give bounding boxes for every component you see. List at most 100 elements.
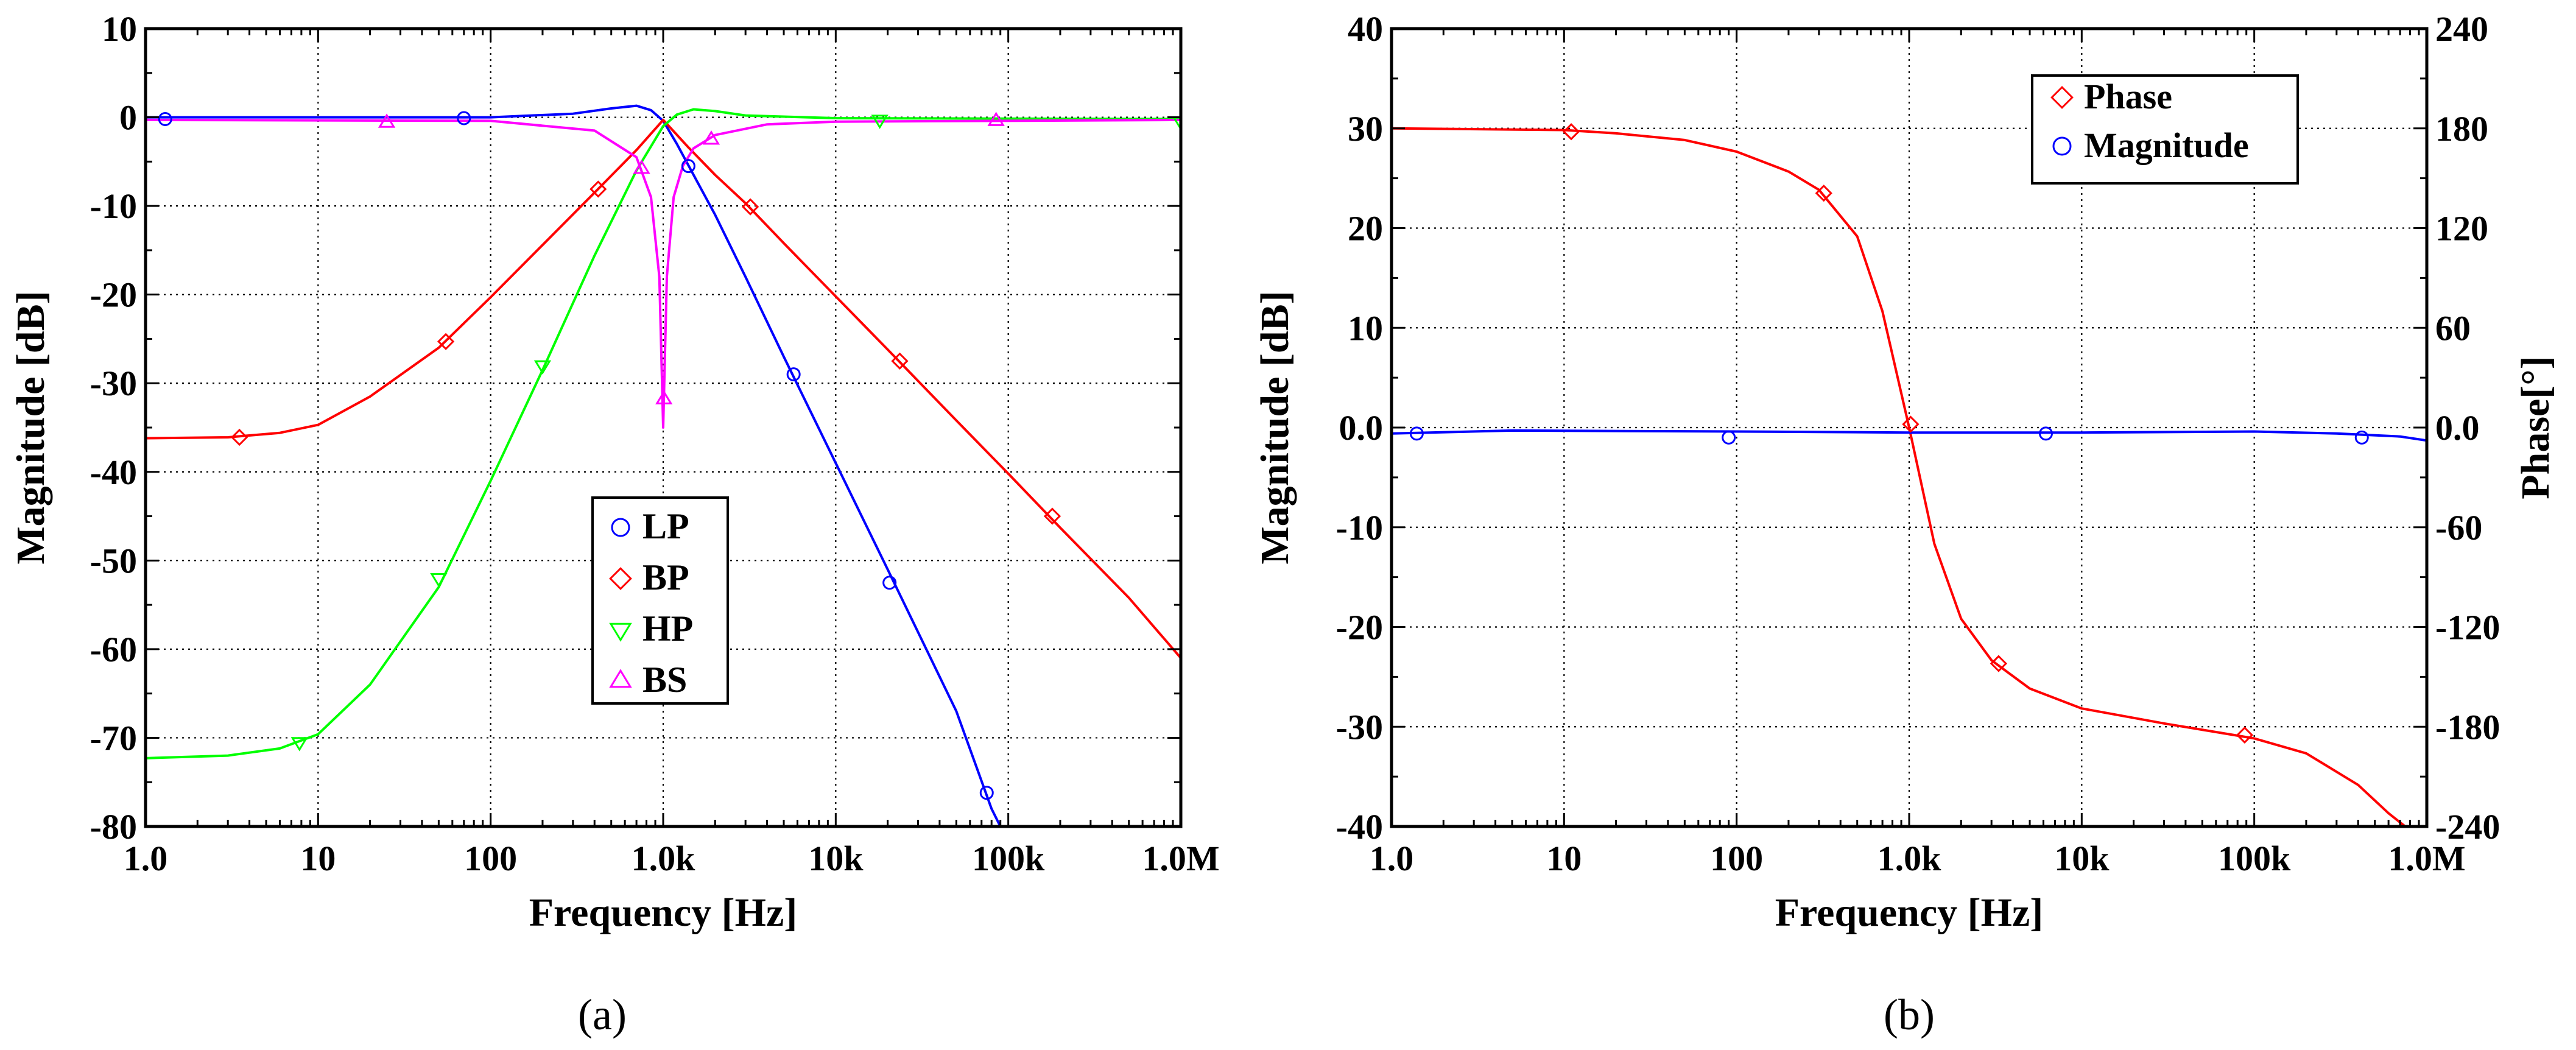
- chart-a-legend-bs-marker: [609, 669, 632, 688]
- chart-a-series-hp-marker: [430, 573, 448, 588]
- chart-a-x-tick-label: 10: [300, 839, 336, 878]
- chart-b-series-phase-marker: [1990, 655, 2008, 672]
- chart-b-series-phase-line: [1392, 127, 2406, 826]
- chart-a-legend-bp-label: BP: [642, 557, 689, 597]
- chart-b-legend-phase-label: Phase: [2084, 77, 2172, 116]
- chart-a-series-bs-marker: [655, 390, 673, 404]
- chart-a-series-lp-marker: [457, 111, 471, 125]
- chart-b-x-tick-label: 1.0: [1370, 839, 1414, 878]
- chart-a-legend-hp-marker: [609, 622, 632, 642]
- chart-b-series-magnitude-marker: [1409, 426, 1424, 441]
- chart-b-series-magnitude-line: [1392, 429, 2427, 442]
- chart-b-legend-items: Phase Magnitude: [2050, 77, 2249, 165]
- chart-b: 1.0 10 100 1.0k 10k 100k 1.0M -40 -30 -20 -10 0.0 10…: [1253, 9, 2558, 1039]
- chart-a-legend: LP BP HP BS: [591, 496, 729, 705]
- chart-a-series-bp-marker: [1043, 507, 1061, 525]
- chart-a-legend-hp-label: HP: [642, 608, 693, 649]
- chart-b-y2-axis-label: Phase[°]: [2513, 356, 2558, 499]
- chart-a-series-lp-marker: [158, 111, 172, 126]
- chart-b-legend: Phase Magnitude: [2031, 74, 2299, 185]
- chart-a-x-tick-label: 10k: [808, 839, 864, 878]
- chart-a-series-lp-marker: [786, 367, 801, 382]
- chart-b-y2-tick-label: -60: [2435, 508, 2482, 548]
- chart-a-x-tick-label: 1.0: [124, 839, 168, 878]
- chart-a-y-tick-label: 0: [119, 98, 137, 138]
- chart-b-y-tick-label: 10: [1348, 308, 1383, 348]
- chart-a-series-lp-marker: [979, 786, 994, 800]
- chart-b-y2-tick-label: -120: [2435, 608, 2500, 647]
- chart-b-y2-tick-label: 240: [2435, 9, 2488, 49]
- chart-b-legend-phase-marker: [2050, 86, 2074, 109]
- chart-a-legend-box: [591, 496, 729, 705]
- chart-a-legend-items: LP BP HP BS: [609, 506, 693, 700]
- chart-a-series-bp-marker: [437, 333, 455, 350]
- chart-b-ticks: 1.0 10 100 1.0k 10k 100k 1.0M -40 -30 -20 -10 0.0 10…: [1336, 9, 2500, 878]
- chart-a-series-hp-marker: [533, 360, 552, 375]
- chart-b-x-tick-label: 1.0k: [1877, 839, 1942, 878]
- chart-a-y-tick-label: -50: [90, 541, 137, 580]
- chart-b-x-tick-label: 10: [1546, 839, 1582, 878]
- chart-b-x-tick-label: 100k: [2218, 839, 2291, 878]
- chart-b-series-magnitude-marker: [1722, 430, 1736, 445]
- chart-a-y-tick-label: -80: [90, 807, 137, 847]
- chart-a-legend-bs-label: BS: [642, 660, 687, 700]
- chart-a-series-bp-marker: [891, 352, 909, 370]
- chart-a-y-tick-label: 10: [102, 9, 137, 49]
- chart-b-caption: (b): [1884, 990, 1935, 1039]
- chart-a-caption: (a): [578, 990, 627, 1039]
- chart-a-series-hp-marker: [1172, 116, 1181, 131]
- chart-a-y-tick-label: -20: [90, 275, 137, 315]
- chart-b-y2-tick-label: -240: [2435, 807, 2500, 847]
- chart-a-y-axis-label: Magnitude [dB]: [9, 291, 53, 564]
- chart-a-series-hp-marker: [871, 115, 889, 129]
- chart-b-y2-tick-label: 0.0: [2435, 408, 2480, 448]
- chart-a-y-tick-label: -10: [90, 186, 137, 226]
- chart-b-series-body: [1392, 123, 2427, 826]
- chart-b-y-tick-label: 30: [1348, 109, 1383, 149]
- chart-a-series-body: [146, 104, 1181, 826]
- chart-a-y-tick-label: -60: [90, 630, 137, 669]
- chart-b-y-tick-label: -30: [1336, 707, 1383, 747]
- chart-a-series-bp-marker: [742, 198, 759, 216]
- chart-a-series-bs-marker: [987, 111, 1005, 126]
- chart-a-x-tick-label: 100k: [972, 839, 1045, 878]
- chart-a-y-tick-label: -40: [90, 453, 137, 492]
- chart-b-y-tick-label: 0.0: [1339, 408, 1384, 448]
- chart-b-series-phase-marker: [2236, 726, 2254, 744]
- chart-b-y-tick-label: -40: [1336, 807, 1383, 847]
- chart-a-ticks: 1.0 10 100 1.0k 10k 100k 1.0M-80-70-60-50-40-3…: [90, 9, 1220, 878]
- chart-a-series-bp-marker: [589, 180, 607, 198]
- chart-a-series-bs-line: [146, 118, 1181, 429]
- chart-a-legend-lp-marker: [611, 518, 630, 537]
- chart-a-series-bp-line: [146, 118, 1181, 659]
- chart-b-series-phase-marker: [1902, 415, 1920, 433]
- chart-b-y-tick-label: 40: [1348, 9, 1383, 49]
- chart-a-series-lp-marker: [882, 576, 897, 590]
- chart-b-y-tick-label: -20: [1336, 608, 1383, 647]
- chart-a-series-lp-line: [146, 104, 1002, 826]
- chart-a-series-bs-marker: [702, 130, 720, 145]
- chart-a-series-bs-marker: [378, 113, 396, 128]
- chart-a-y-tick-label: -30: [90, 364, 137, 403]
- chart-b-y2-tick-label: 60: [2435, 308, 2471, 348]
- chart-b-legend-box: [2031, 74, 2299, 185]
- chart-b-y2-tick-label: -180: [2435, 707, 2500, 747]
- chart-a-y-tick-label: -70: [90, 718, 137, 758]
- chart-b-legend-magnitude-marker: [2052, 136, 2072, 156]
- chart-b-y2-tick-label: 180: [2435, 109, 2488, 149]
- chart-a-x-tick-label: 1.0k: [632, 839, 696, 878]
- chart-b-series-magnitude-marker: [2039, 426, 2053, 441]
- chart-a-series-hp-marker: [290, 737, 308, 752]
- chart-b-x-tick-label: 1.0M: [2388, 839, 2465, 878]
- chart-b-series: [1392, 123, 2427, 826]
- chart-b-x-tick-label: 100: [1710, 839, 1763, 878]
- chart-a-series: [146, 104, 1181, 826]
- chart-a-series-bp-marker: [231, 428, 248, 446]
- chart-b-legend-magnitude-label: Magnitude: [2084, 125, 2249, 165]
- chart-a: 1.0 10 100 1.0k 10k 100k 1.0M-80-70-60-50-40-3…: [9, 9, 1220, 1039]
- chart-a-legend-bp-marker: [609, 567, 632, 590]
- chart-b-series-magnitude-marker: [2354, 430, 2369, 445]
- chart-a-series-lp-marker: [681, 159, 695, 174]
- chart-a-x-axis-label: Frequency [Hz]: [529, 890, 798, 935]
